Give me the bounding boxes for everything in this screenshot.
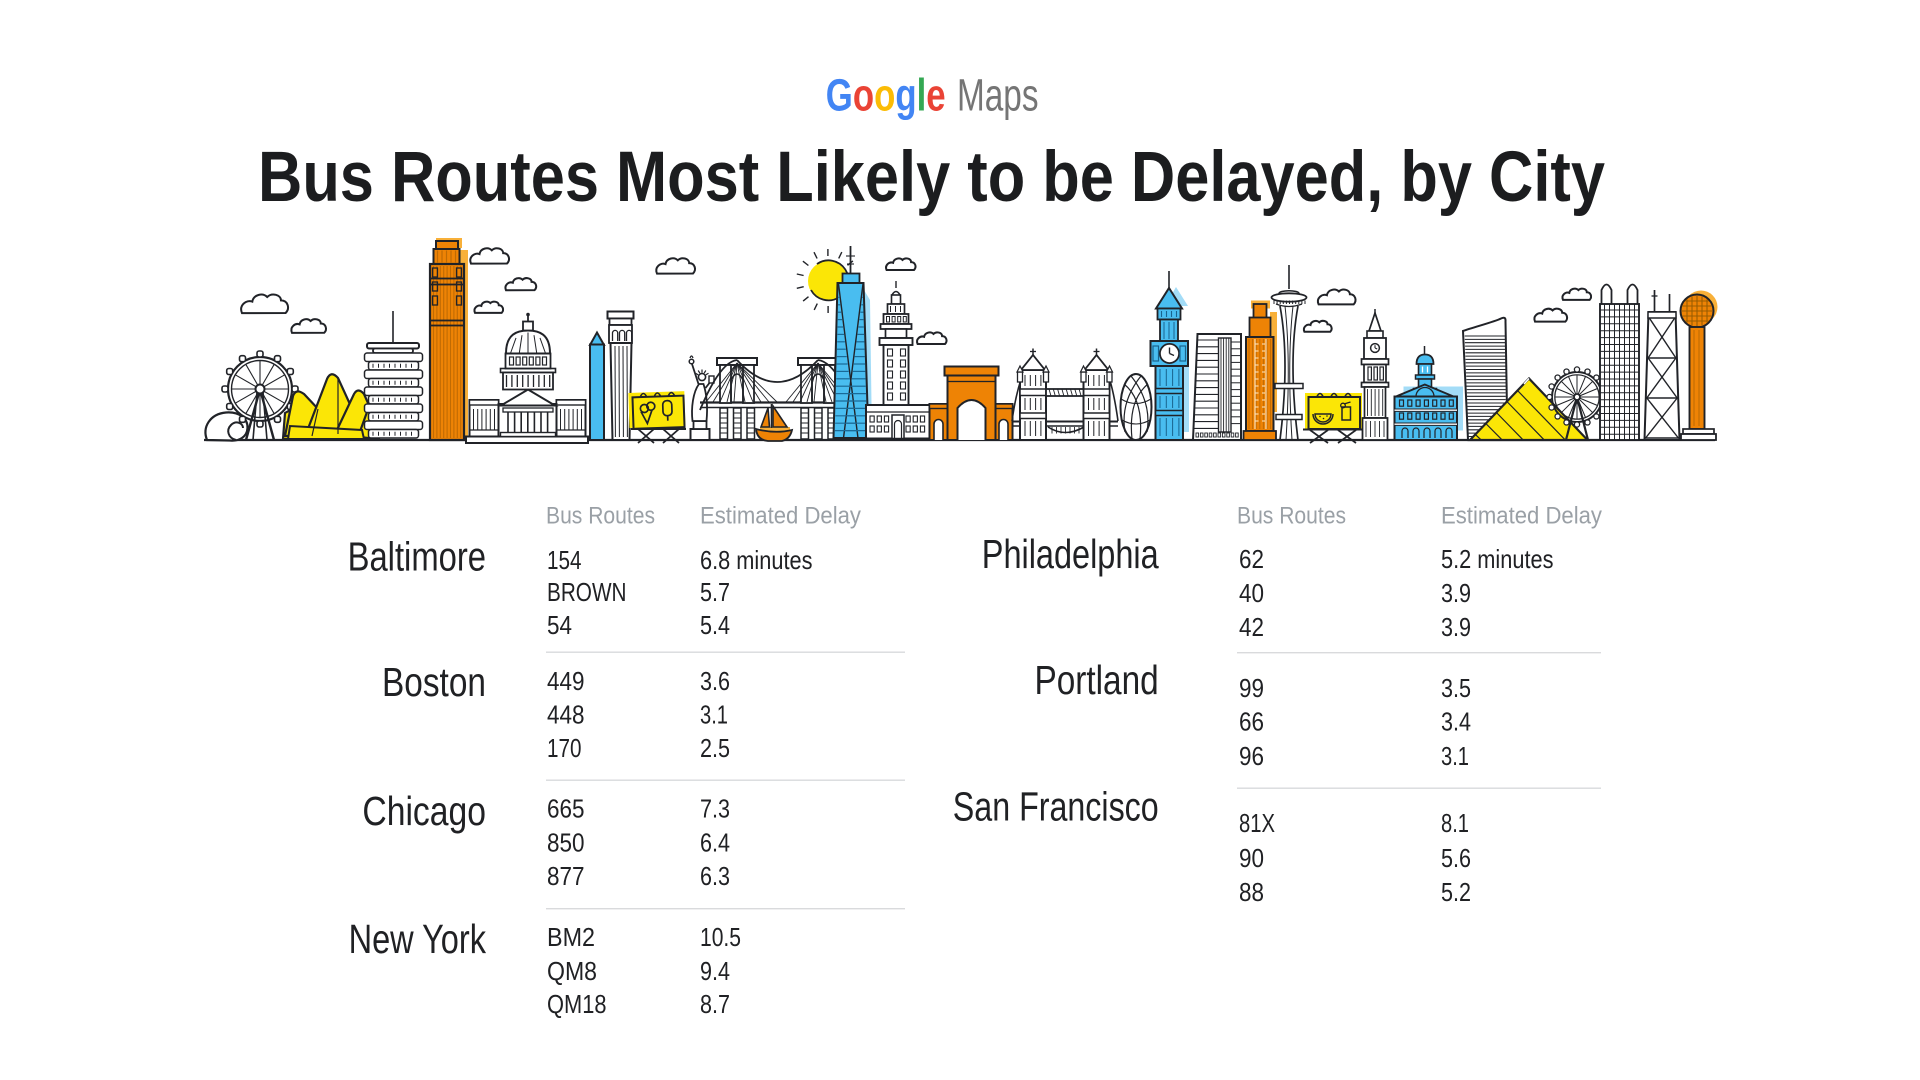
svg-text:8.7: 8.7: [700, 989, 730, 1019]
svg-text:3.9: 3.9: [1441, 612, 1471, 642]
svg-text:Bus Routes Most Likely to be D: Bus Routes Most Likely to be Delayed, by…: [258, 138, 1605, 217]
svg-text:850: 850: [547, 828, 585, 858]
svg-text:62: 62: [1239, 544, 1264, 574]
svg-text:40: 40: [1239, 578, 1264, 608]
svg-text:Philadelphia: Philadelphia: [982, 531, 1159, 577]
svg-text:90: 90: [1239, 843, 1264, 873]
svg-text:10.5: 10.5: [700, 922, 741, 952]
svg-text:5.7: 5.7: [700, 577, 730, 607]
svg-text:5.4: 5.4: [700, 610, 730, 640]
svg-text:8.1: 8.1: [1441, 808, 1469, 838]
svg-text:88: 88: [1239, 877, 1264, 907]
svg-text:3.1: 3.1: [700, 700, 728, 730]
svg-text:3.9: 3.9: [1441, 578, 1471, 608]
svg-text:3.6: 3.6: [700, 666, 730, 696]
svg-text:5.2: 5.2: [1441, 877, 1471, 907]
svg-text:Baltimore: Baltimore: [348, 534, 486, 580]
svg-text:Maps: Maps: [957, 69, 1039, 120]
svg-text:96: 96: [1239, 741, 1264, 771]
svg-text:2.5: 2.5: [700, 733, 730, 763]
svg-text:6.8 minutes: 6.8 minutes: [700, 545, 813, 575]
svg-text:54: 54: [547, 610, 572, 640]
svg-text:5.6: 5.6: [1441, 843, 1471, 873]
svg-text:81X: 81X: [1239, 808, 1275, 838]
svg-text:3.5: 3.5: [1441, 673, 1471, 703]
svg-text:QM8: QM8: [547, 956, 597, 986]
svg-text:Boston: Boston: [382, 659, 486, 705]
svg-text:42: 42: [1239, 612, 1264, 642]
svg-text:Google: Google: [826, 69, 946, 120]
svg-text:170: 170: [547, 733, 582, 763]
svg-text:Bus Routes: Bus Routes: [546, 503, 655, 530]
svg-text:Estimated Delay: Estimated Delay: [1441, 503, 1603, 530]
svg-text:3.4: 3.4: [1441, 707, 1471, 737]
svg-text:BM2: BM2: [547, 922, 595, 952]
svg-text:5.2 minutes: 5.2 minutes: [1441, 544, 1554, 574]
svg-text:San Francisco: San Francisco: [953, 784, 1159, 830]
svg-text:448: 448: [547, 700, 585, 730]
svg-text:7.3: 7.3: [700, 794, 730, 824]
svg-text:154: 154: [547, 545, 582, 575]
svg-text:Portland: Portland: [1035, 657, 1159, 703]
svg-text:6.4: 6.4: [700, 828, 730, 858]
svg-text:Chicago: Chicago: [362, 788, 486, 834]
svg-text:99: 99: [1239, 673, 1264, 703]
svg-text:Bus Routes: Bus Routes: [1237, 503, 1346, 530]
svg-text:449: 449: [547, 666, 585, 696]
svg-text:6.3: 6.3: [700, 861, 730, 891]
svg-text:BROWN: BROWN: [547, 577, 627, 607]
svg-text:66: 66: [1239, 707, 1264, 737]
svg-text:Estimated Delay: Estimated Delay: [700, 503, 862, 530]
svg-text:877: 877: [547, 861, 585, 891]
svg-text:665: 665: [547, 794, 585, 824]
svg-text:New York: New York: [349, 916, 487, 962]
svg-text:9.4: 9.4: [700, 956, 730, 986]
svg-text:QM18: QM18: [547, 989, 607, 1019]
svg-text:3.1: 3.1: [1441, 741, 1469, 771]
